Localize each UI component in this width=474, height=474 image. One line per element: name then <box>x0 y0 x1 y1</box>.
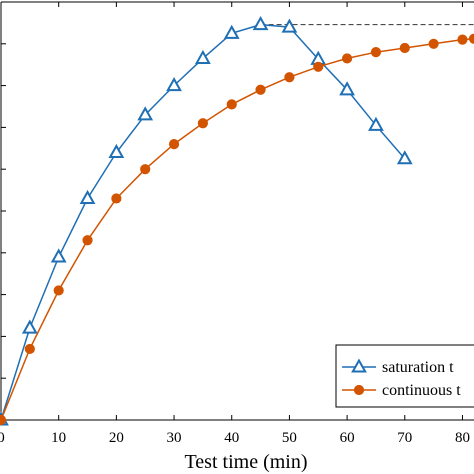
data-point <box>255 84 266 95</box>
data-point <box>399 42 410 54</box>
x-axis-label: Test time (min) <box>184 451 307 473</box>
data-point <box>468 33 474 44</box>
data-point <box>428 38 439 49</box>
data-point <box>166 77 182 92</box>
data-point <box>24 343 35 355</box>
data-point <box>82 235 93 246</box>
data-point <box>457 34 468 45</box>
data-point <box>0 414 7 426</box>
data-point <box>226 99 237 110</box>
data-point <box>252 16 269 31</box>
data-point <box>396 150 413 165</box>
data-point <box>108 143 125 159</box>
legend-entry: continuous t <box>382 382 461 399</box>
x-tick-label: 40 <box>224 430 239 446</box>
x-tick-label: 30 <box>167 430 182 446</box>
data-point <box>339 81 355 96</box>
x-tick-label: 80 <box>455 430 470 446</box>
legend-items: saturation t continuous t <box>342 358 461 399</box>
data-point <box>79 189 96 205</box>
legend: saturation t continuous t <box>335 344 474 408</box>
data-point <box>341 53 353 64</box>
series-1 <box>0 33 474 426</box>
data-point <box>168 139 180 150</box>
x-ticks: 0 10 20 30 40 50 60 70 80 <box>0 2 470 446</box>
legend-box <box>335 344 474 408</box>
data-point <box>21 319 38 334</box>
data-point <box>281 18 298 33</box>
data-point <box>313 61 324 72</box>
data-point <box>195 49 211 64</box>
x-tick-label: 10 <box>51 430 66 446</box>
x-tick-label: 50 <box>282 430 297 446</box>
data-point <box>370 47 382 58</box>
x-tick-label: 70 <box>397 430 412 446</box>
data-point <box>50 248 67 263</box>
data-point <box>368 116 384 131</box>
data-point <box>284 72 295 83</box>
data-point <box>137 106 154 121</box>
legend-marker <box>351 358 367 373</box>
legend-entry: saturation t <box>382 359 454 376</box>
plot-area: 0 10 20 30 40 50 60 70 80 <box>0 1 474 446</box>
data-point <box>223 24 240 39</box>
data-point <box>111 193 122 204</box>
y-ticks <box>1 43 6 421</box>
legend-marker <box>353 384 365 396</box>
data-point <box>53 285 64 296</box>
x-tick-label: 60 <box>340 430 355 446</box>
data-point <box>140 164 151 175</box>
data-point <box>197 118 208 129</box>
x-tick-label: 20 <box>109 430 124 446</box>
series-layer <box>0 16 474 426</box>
x-tick-label: 0 <box>0 430 5 446</box>
